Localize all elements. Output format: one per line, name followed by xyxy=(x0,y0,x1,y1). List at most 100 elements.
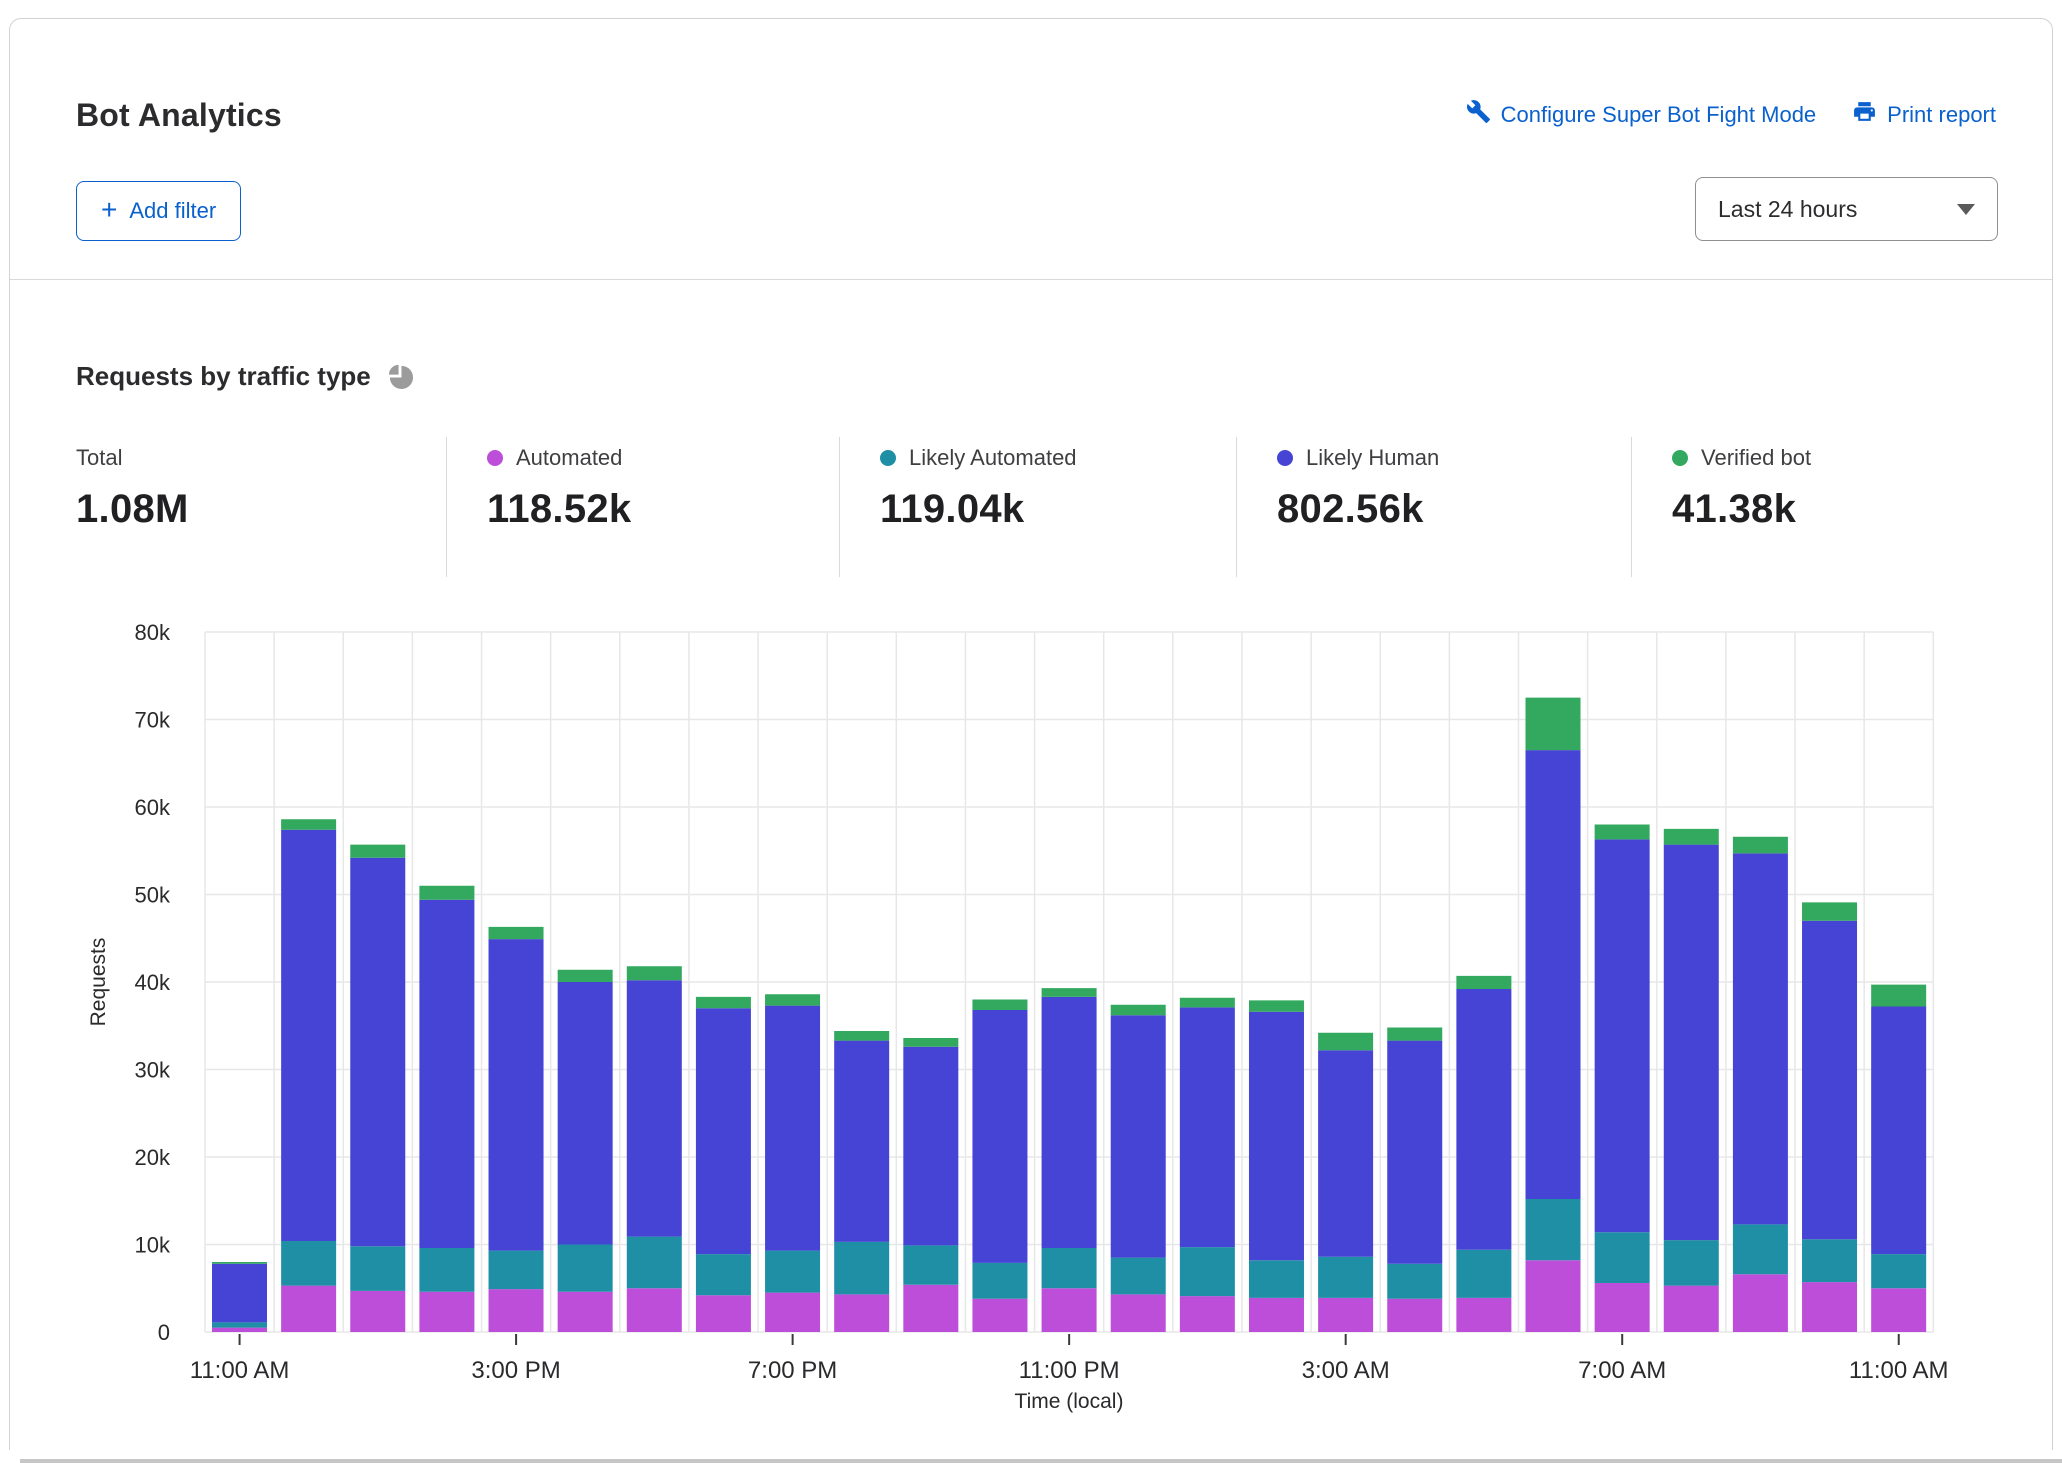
bar-segment-verified-bot[interactable] xyxy=(972,1000,1027,1011)
bar-segment-likely-automated[interactable] xyxy=(212,1322,267,1327)
bar-segment-likely-automated[interactable] xyxy=(1595,1232,1650,1283)
bar-segment-likely-automated[interactable] xyxy=(972,1263,1027,1299)
bar-segment-verified-bot[interactable] xyxy=(1733,837,1788,854)
bar-segment-automated[interactable] xyxy=(1664,1286,1719,1332)
bar-segment-verified-bot[interactable] xyxy=(558,970,613,982)
bar-segment-automated[interactable] xyxy=(281,1286,336,1332)
bar-segment-automated[interactable] xyxy=(1526,1260,1581,1332)
bar-segment-verified-bot[interactable] xyxy=(627,966,682,980)
bar-segment-automated[interactable] xyxy=(903,1285,958,1332)
bar-segment-verified-bot[interactable] xyxy=(1387,1028,1442,1041)
bar-segment-likely-human[interactable] xyxy=(834,1041,889,1242)
bar-segment-verified-bot[interactable] xyxy=(834,1031,889,1041)
bar-segment-likely-human[interactable] xyxy=(765,1006,820,1251)
bar-segment-likely-automated[interactable] xyxy=(1456,1250,1511,1298)
bar-segment-verified-bot[interactable] xyxy=(1526,698,1581,751)
bar-segment-likely-automated[interactable] xyxy=(1664,1240,1719,1286)
bar-segment-likely-human[interactable] xyxy=(419,900,474,1248)
bar-segment-automated[interactable] xyxy=(834,1294,889,1332)
bar-segment-verified-bot[interactable] xyxy=(212,1262,267,1264)
bar-segment-likely-automated[interactable] xyxy=(350,1246,405,1291)
bar-segment-automated[interactable] xyxy=(212,1328,267,1332)
bar-segment-verified-bot[interactable] xyxy=(1180,998,1235,1008)
bar-segment-verified-bot[interactable] xyxy=(350,845,405,858)
bar-segment-likely-automated[interactable] xyxy=(281,1241,336,1286)
bar-segment-likely-automated[interactable] xyxy=(765,1251,820,1293)
bar-segment-likely-human[interactable] xyxy=(489,939,544,1251)
bar-segment-likely-human[interactable] xyxy=(558,982,613,1245)
bar-segment-automated[interactable] xyxy=(1871,1288,1926,1332)
bar-segment-verified-bot[interactable] xyxy=(1456,976,1511,989)
bar-segment-likely-automated[interactable] xyxy=(903,1245,958,1284)
bar-segment-verified-bot[interactable] xyxy=(1802,902,1857,920)
bar-segment-automated[interactable] xyxy=(419,1292,474,1332)
bar-segment-verified-bot[interactable] xyxy=(1042,988,1097,997)
bar-segment-likely-human[interactable] xyxy=(1456,989,1511,1250)
bar-segment-verified-bot[interactable] xyxy=(1871,985,1926,1007)
bar-segment-automated[interactable] xyxy=(1111,1294,1166,1332)
bar-segment-likely-human[interactable] xyxy=(212,1264,267,1323)
bar-segment-likely-automated[interactable] xyxy=(1802,1239,1857,1282)
bar-segment-likely-automated[interactable] xyxy=(419,1248,474,1292)
bar-segment-likely-human[interactable] xyxy=(1664,845,1719,1241)
bar-segment-automated[interactable] xyxy=(1318,1298,1373,1332)
bar-segment-automated[interactable] xyxy=(1387,1299,1442,1332)
bar-segment-likely-automated[interactable] xyxy=(1249,1260,1304,1298)
bar-segment-verified-bot[interactable] xyxy=(419,886,474,900)
bar-segment-automated[interactable] xyxy=(1802,1282,1857,1332)
bar-segment-verified-bot[interactable] xyxy=(281,819,336,830)
bar-segment-likely-automated[interactable] xyxy=(834,1242,889,1295)
bar-segment-automated[interactable] xyxy=(1733,1274,1788,1332)
bar-segment-likely-human[interactable] xyxy=(1802,921,1857,1240)
bar-segment-verified-bot[interactable] xyxy=(489,927,544,939)
bar-segment-verified-bot[interactable] xyxy=(1664,829,1719,845)
bar-segment-automated[interactable] xyxy=(765,1293,820,1332)
bar-segment-likely-automated[interactable] xyxy=(1180,1247,1235,1296)
bar-segment-likely-human[interactable] xyxy=(350,858,405,1247)
bar-segment-automated[interactable] xyxy=(489,1289,544,1332)
bar-segment-likely-human[interactable] xyxy=(903,1047,958,1246)
bar-segment-likely-human[interactable] xyxy=(1111,1015,1166,1257)
bar-segment-automated[interactable] xyxy=(1180,1296,1235,1332)
bar-segment-likely-human[interactable] xyxy=(1318,1050,1373,1257)
bar-segment-likely-automated[interactable] xyxy=(1111,1258,1166,1295)
bar-segment-likely-human[interactable] xyxy=(281,830,336,1241)
bar-segment-automated[interactable] xyxy=(696,1295,751,1332)
bar-segment-automated[interactable] xyxy=(627,1288,682,1332)
bar-segment-likely-automated[interactable] xyxy=(1042,1248,1097,1288)
bar-segment-automated[interactable] xyxy=(1249,1298,1304,1332)
bar-segment-likely-human[interactable] xyxy=(1249,1012,1304,1261)
bar-segment-likely-automated[interactable] xyxy=(1387,1264,1442,1299)
bar-segment-likely-automated[interactable] xyxy=(558,1245,613,1292)
bar-segment-likely-human[interactable] xyxy=(627,980,682,1236)
bar-segment-likely-automated[interactable] xyxy=(489,1251,544,1290)
bar-segment-automated[interactable] xyxy=(972,1299,1027,1332)
bar-segment-likely-automated[interactable] xyxy=(1318,1257,1373,1298)
bar-segment-automated[interactable] xyxy=(1595,1283,1650,1332)
bar-segment-automated[interactable] xyxy=(1456,1298,1511,1332)
bar-segment-verified-bot[interactable] xyxy=(765,994,820,1005)
bar-segment-likely-human[interactable] xyxy=(696,1008,751,1254)
bar-segment-likely-human[interactable] xyxy=(1733,853,1788,1224)
bar-segment-likely-human[interactable] xyxy=(1871,1007,1926,1255)
bar-segment-likely-automated[interactable] xyxy=(696,1254,751,1295)
bar-segment-verified-bot[interactable] xyxy=(696,997,751,1008)
bar-segment-verified-bot[interactable] xyxy=(1595,825,1650,840)
bar-segment-likely-human[interactable] xyxy=(1042,997,1097,1248)
bar-segment-likely-automated[interactable] xyxy=(1526,1199,1581,1260)
bar-segment-likely-automated[interactable] xyxy=(1871,1254,1926,1288)
bar-segment-automated[interactable] xyxy=(1042,1288,1097,1332)
bar-segment-likely-human[interactable] xyxy=(1180,1007,1235,1247)
bar-segment-likely-human[interactable] xyxy=(1387,1041,1442,1264)
bar-segment-likely-automated[interactable] xyxy=(627,1237,682,1289)
bar-segment-verified-bot[interactable] xyxy=(1111,1005,1166,1016)
bar-segment-likely-human[interactable] xyxy=(972,1010,1027,1263)
bar-segment-verified-bot[interactable] xyxy=(1249,1000,1304,1011)
bar-segment-verified-bot[interactable] xyxy=(903,1038,958,1047)
bar-segment-automated[interactable] xyxy=(558,1292,613,1332)
bar-segment-automated[interactable] xyxy=(350,1291,405,1332)
bar-segment-likely-human[interactable] xyxy=(1526,750,1581,1199)
bar-segment-verified-bot[interactable] xyxy=(1318,1033,1373,1051)
bar-segment-likely-automated[interactable] xyxy=(1733,1224,1788,1274)
bar-segment-likely-human[interactable] xyxy=(1595,839,1650,1232)
